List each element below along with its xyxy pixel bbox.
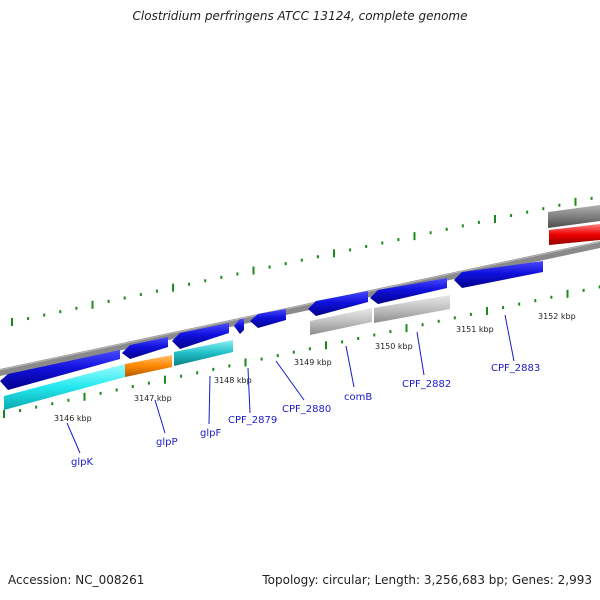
- gene-labels: glpK glpP glpF CPF_2879 CPF_2880 comB CP…: [71, 363, 540, 468]
- genome-title: Clostridium perfringens ATCC 13124, comp…: [132, 9, 468, 23]
- gene-glpK-arrow[interactable]: [0, 350, 120, 390]
- tick-label-3147: 3147 kbp: [134, 394, 172, 403]
- tick-label-3148: 3148 kbp: [214, 376, 252, 385]
- gene-CPF_2883-arrow[interactable]: [454, 261, 543, 288]
- gene-label-CPF_2880[interactable]: CPF_2880: [282, 404, 331, 415]
- feature-teal[interactable]: [174, 340, 233, 366]
- feature-comB-gray[interactable]: [310, 308, 372, 335]
- gene-CPF_2879-arrow[interactable]: [234, 319, 244, 334]
- gene-glpF-arrow[interactable]: [172, 323, 229, 349]
- gene-label-glpK[interactable]: glpK: [71, 457, 93, 468]
- tick-label-3150: 3150 kbp: [375, 342, 413, 351]
- tick-label-3149: 3149 kbp: [294, 358, 332, 367]
- feature-CPF_2882-gray[interactable]: [374, 295, 450, 323]
- feature-orange[interactable]: [125, 355, 172, 377]
- gene-label-CPF_2879[interactable]: CPF_2879: [228, 415, 277, 426]
- gene-label-CPF_2883[interactable]: CPF_2883: [491, 363, 540, 374]
- topology-text: Topology: circular; Length: 3,256,683 bp…: [262, 573, 592, 587]
- tick-label-3146: 3146 kbp: [54, 414, 92, 423]
- backbone-highlight: [0, 241, 600, 371]
- tick-rows: [3, 196, 600, 418]
- gene-right-edge-red[interactable]: [549, 224, 600, 245]
- scale-labels: 3146 kbp 3147 kbp 3148 kbp 3149 kbp 3150…: [54, 312, 576, 423]
- gene-glpP-arrow[interactable]: [122, 337, 168, 359]
- accession-text: Accession: NC_008261: [8, 573, 145, 587]
- label-leaders: [66, 314, 515, 454]
- gene-CPF_2880-arrow[interactable]: [250, 309, 286, 328]
- gene-label-glpP[interactable]: glpP: [156, 437, 178, 448]
- tick-label-3151: 3151 kbp: [456, 325, 494, 334]
- gene-label-CPF_2882[interactable]: CPF_2882: [402, 379, 451, 390]
- gene-comB-arrow[interactable]: [308, 291, 368, 316]
- tick-label-3152: 3152 kbp: [538, 312, 576, 321]
- gene-right-edge-dark[interactable]: [548, 205, 600, 228]
- feature-cyan[interactable]: [4, 364, 125, 410]
- gene-label-comB[interactable]: comB: [344, 392, 372, 403]
- gene-label-glpF[interactable]: glpF: [200, 428, 221, 439]
- gene-CPF_2882-arrow[interactable]: [370, 278, 447, 304]
